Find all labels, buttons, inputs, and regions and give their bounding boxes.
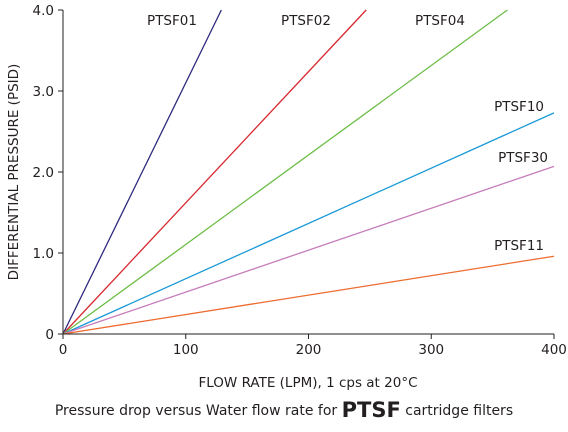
series-line-ptsf04 — [62, 9, 508, 335]
x-tick-label-400: 400 — [541, 342, 567, 358]
caption-prefix: Pressure drop versus Water flow rate for — [54, 403, 342, 419]
axes — [62, 10, 554, 335]
x-tick-label-200: 200 — [296, 342, 322, 358]
series-label-ptsf11: PTSF11 — [494, 238, 544, 254]
series-line-ptsf01 — [62, 9, 222, 335]
series-label-ptsf30: PTSF30 — [498, 150, 548, 166]
chart-caption: Pressure drop versus Water flow rate for… — [0, 398, 568, 422]
series-label-ptsf01: PTSF01 — [147, 13, 197, 29]
y-ticks: 0 1.0 2.0 3.0 4.0 — [33, 3, 63, 343]
x-ticks: 0 100 200 300 400 — [59, 334, 567, 358]
caption-emphasis: PTSF — [341, 398, 401, 422]
y-tick-label-1-0: 1.0 — [33, 246, 54, 262]
x-tick-label-300: 300 — [418, 342, 444, 358]
y-tick-label-4-0: 4.0 — [33, 3, 54, 19]
series-line-ptsf02 — [62, 9, 367, 335]
y-axis-title: DIFFERENTIAL PRESSURE (PSID) — [6, 64, 22, 281]
chart: 0 100 200 300 400 0 1.0 2.0 3.0 4.0 PTSF01 PTSF02… — [6, 3, 567, 391]
series-label-ptsf04: PTSF04 — [415, 13, 465, 29]
series-line-ptsf10 — [62, 112, 555, 335]
series-line-ptsf11 — [62, 255, 555, 335]
x-tick-label-0: 0 — [59, 342, 68, 358]
y-tick-label-3-0: 3.0 — [33, 84, 54, 100]
x-tick-label-100: 100 — [173, 342, 199, 358]
y-tick-label-2-0: 2.0 — [33, 165, 54, 181]
plot-lines — [62, 9, 555, 335]
x-axis-title: FLOW RATE (LPM), 1 cps at 20°C — [199, 375, 418, 391]
series-labels: PTSF01 PTSF02 PTSF04 PTSF10 PTSF30 PTSF11 — [147, 13, 548, 254]
series-label-ptsf02: PTSF02 — [281, 13, 331, 29]
series-label-ptsf10: PTSF10 — [494, 99, 544, 115]
y-tick-label-0: 0 — [45, 327, 54, 343]
caption-suffix: cartridge filters — [400, 403, 514, 419]
series-line-ptsf30 — [62, 165, 555, 335]
